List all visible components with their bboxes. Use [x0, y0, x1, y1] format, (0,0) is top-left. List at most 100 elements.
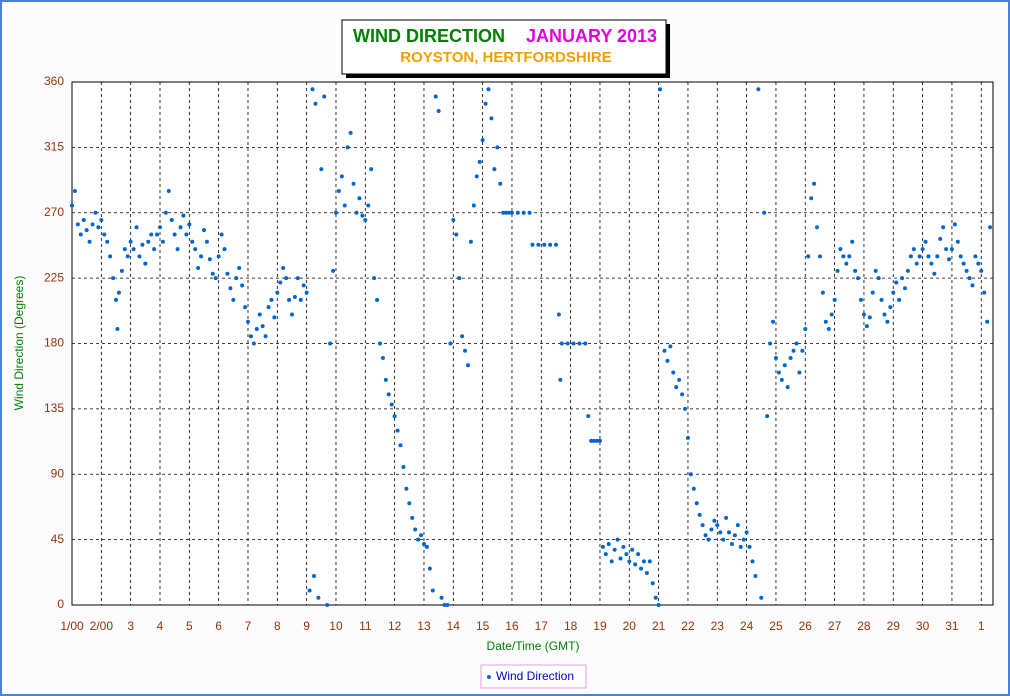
- data-point: [917, 254, 922, 259]
- data-point: [219, 232, 224, 237]
- x-tick-label: 16: [505, 619, 519, 633]
- data-point: [618, 556, 623, 561]
- data-point: [433, 94, 438, 99]
- data-point: [876, 276, 881, 281]
- data-point: [870, 290, 875, 295]
- data-point: [656, 603, 661, 607]
- data-point: [785, 385, 790, 390]
- data-point: [222, 247, 227, 252]
- data-point: [70, 203, 74, 208]
- data-point: [964, 268, 969, 273]
- data-point: [108, 254, 113, 259]
- data-point: [967, 276, 972, 281]
- data-point: [266, 305, 271, 310]
- data-point: [718, 530, 723, 535]
- data-point: [354, 210, 359, 215]
- data-point: [436, 109, 441, 114]
- data-point: [87, 239, 92, 244]
- data-point: [521, 210, 526, 215]
- x-tick-label: 11: [359, 619, 372, 633]
- data-point: [272, 315, 277, 320]
- data-point: [149, 232, 154, 237]
- data-point: [952, 222, 957, 227]
- data-point: [677, 377, 682, 382]
- data-point: [251, 341, 256, 346]
- data-point: [395, 428, 400, 433]
- data-point: [427, 566, 432, 571]
- data-point: [841, 254, 846, 259]
- data-point: [624, 552, 629, 557]
- data-point: [727, 530, 732, 535]
- x-tick-label: 10: [329, 619, 343, 633]
- data-point: [175, 247, 180, 252]
- data-point: [850, 239, 855, 244]
- plot-area: [71, 81, 994, 606]
- data-point: [333, 210, 338, 215]
- data-point: [826, 326, 831, 331]
- data-point: [237, 265, 242, 270]
- data-point: [597, 438, 602, 443]
- data-point: [753, 573, 758, 578]
- data-point: [759, 595, 764, 600]
- data-point: [929, 261, 934, 266]
- data-point: [313, 101, 318, 106]
- data-point: [558, 377, 563, 382]
- data-point: [885, 319, 890, 324]
- data-point: [553, 242, 558, 247]
- data-point: [856, 276, 861, 281]
- data-point: [392, 414, 397, 419]
- data-point: [782, 363, 787, 368]
- data-point: [712, 518, 717, 523]
- data-point: [471, 203, 476, 208]
- data-point: [445, 603, 450, 607]
- data-point: [311, 573, 316, 578]
- data-point: [99, 218, 104, 223]
- x-tick-label: 1: [978, 619, 985, 633]
- data-point: [363, 218, 368, 223]
- data-point: [832, 297, 837, 302]
- data-point: [483, 101, 488, 106]
- data-point: [680, 392, 685, 397]
- data-point: [932, 271, 937, 276]
- data-point: [263, 334, 268, 339]
- data-point: [542, 242, 547, 247]
- data-point: [119, 268, 124, 273]
- data-point: [380, 356, 385, 361]
- data-point: [768, 341, 773, 346]
- data-point: [982, 290, 987, 295]
- data-point: [389, 402, 394, 407]
- data-point: [835, 268, 840, 273]
- data-point: [169, 218, 174, 223]
- y-tick-label: 45: [51, 532, 65, 546]
- data-point: [729, 541, 734, 546]
- data-point: [316, 595, 321, 600]
- data-point: [448, 341, 453, 346]
- data-point: [565, 341, 570, 346]
- data-point: [375, 297, 380, 302]
- x-tick-label: 12: [388, 619, 402, 633]
- data-point: [81, 218, 86, 223]
- data-point: [935, 254, 940, 259]
- data-point: [492, 167, 497, 172]
- data-point: [765, 414, 770, 419]
- data-point: [615, 537, 620, 542]
- data-point: [633, 562, 638, 567]
- data-point: [336, 188, 341, 193]
- data-point: [125, 254, 130, 259]
- data-point: [697, 512, 702, 517]
- data-point: [190, 239, 195, 244]
- y-tick-label: 315: [44, 140, 64, 154]
- data-point: [90, 222, 95, 227]
- data-point: [196, 265, 201, 270]
- data-point: [328, 341, 333, 346]
- data-point: [961, 261, 966, 266]
- y-tick-label: 0: [57, 597, 64, 611]
- data-point: [287, 297, 292, 302]
- data-point: [630, 547, 635, 552]
- x-tick-label: 18: [564, 619, 578, 633]
- data-point: [947, 257, 952, 262]
- data-point: [407, 501, 412, 506]
- data-point: [900, 276, 905, 281]
- data-point: [976, 261, 981, 266]
